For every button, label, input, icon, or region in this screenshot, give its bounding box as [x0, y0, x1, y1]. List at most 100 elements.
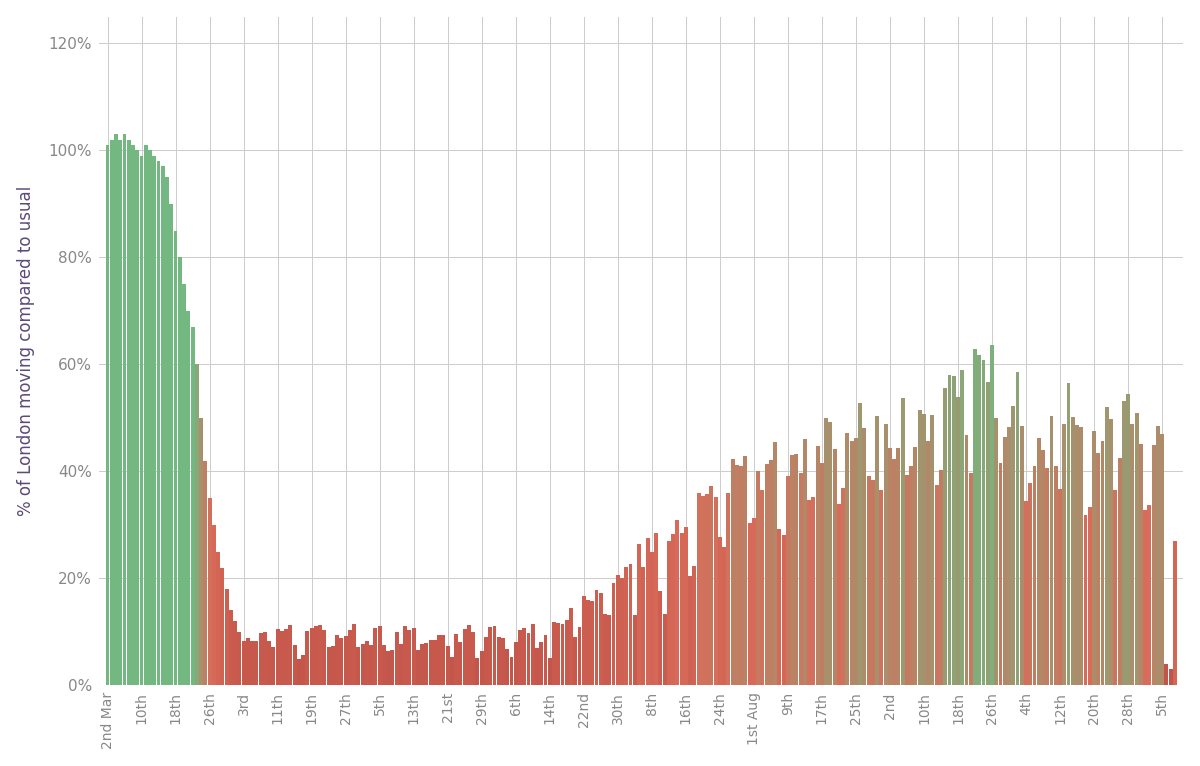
Bar	[734, 465, 739, 686]
Bar	[654, 532, 658, 686]
Bar	[820, 463, 824, 686]
Bar	[122, 134, 126, 686]
Bar	[985, 381, 990, 686]
Bar	[799, 473, 803, 686]
Bar	[769, 460, 773, 686]
Bar	[671, 534, 676, 686]
Bar	[208, 498, 211, 686]
Bar	[199, 417, 203, 686]
Bar	[510, 657, 514, 686]
Bar	[1058, 489, 1062, 686]
Bar	[152, 155, 156, 686]
Bar	[960, 369, 964, 686]
Bar	[136, 150, 139, 686]
Bar	[632, 615, 637, 686]
Bar	[194, 365, 199, 686]
Bar	[241, 641, 246, 686]
Bar	[871, 480, 875, 686]
Bar	[896, 448, 900, 686]
Bar	[560, 624, 564, 686]
Bar	[922, 414, 926, 686]
Bar	[901, 398, 905, 686]
Bar	[518, 630, 522, 686]
Bar	[425, 643, 428, 686]
Bar	[1062, 424, 1067, 686]
Bar	[650, 552, 654, 686]
Bar	[535, 647, 539, 686]
Bar	[314, 627, 318, 686]
Bar	[408, 630, 412, 686]
Bar	[186, 311, 191, 686]
Bar	[697, 493, 701, 686]
Bar	[748, 522, 751, 686]
Bar	[492, 626, 497, 686]
Bar	[139, 155, 144, 686]
Bar	[952, 376, 955, 686]
Bar	[875, 416, 880, 686]
Bar	[565, 620, 569, 686]
Bar	[679, 533, 684, 686]
Y-axis label: % of London moving compared to usual: % of London moving compared to usual	[17, 186, 35, 516]
Bar	[1007, 427, 1010, 686]
Bar	[637, 544, 641, 686]
Bar	[293, 645, 296, 686]
Bar	[1105, 408, 1109, 686]
Bar	[288, 624, 293, 686]
Bar	[714, 497, 718, 686]
Bar	[110, 139, 114, 686]
Bar	[599, 593, 602, 686]
Bar	[756, 471, 760, 686]
Bar	[398, 644, 403, 686]
Bar	[1109, 419, 1114, 686]
Bar	[582, 596, 586, 686]
Bar	[722, 548, 726, 686]
Bar	[880, 489, 883, 686]
Bar	[233, 621, 238, 686]
Bar	[662, 614, 666, 686]
Bar	[544, 634, 547, 686]
Bar	[990, 345, 994, 686]
Bar	[246, 638, 250, 686]
Bar	[1130, 424, 1134, 686]
Bar	[373, 628, 377, 686]
Bar	[412, 627, 415, 686]
Bar	[577, 627, 582, 686]
Bar	[858, 403, 862, 686]
Bar	[604, 614, 607, 686]
Bar	[1092, 431, 1096, 686]
Bar	[229, 611, 233, 686]
Bar	[505, 649, 509, 686]
Bar	[688, 576, 692, 686]
Bar	[238, 632, 241, 686]
Bar	[808, 500, 811, 686]
Bar	[254, 641, 258, 686]
Bar	[841, 488, 845, 686]
Bar	[203, 460, 208, 686]
Bar	[318, 624, 322, 686]
Bar	[965, 435, 968, 686]
Bar	[250, 641, 254, 686]
Bar	[574, 637, 577, 686]
Bar	[212, 525, 216, 686]
Bar	[463, 629, 467, 686]
Bar	[263, 633, 266, 686]
Bar	[646, 538, 649, 686]
Bar	[1050, 416, 1054, 686]
Bar	[764, 464, 768, 686]
Bar	[773, 442, 778, 686]
Bar	[854, 438, 858, 686]
Bar	[998, 463, 1002, 686]
Bar	[1114, 490, 1117, 686]
Bar	[148, 150, 152, 686]
Bar	[816, 446, 820, 686]
Bar	[323, 630, 326, 686]
Bar	[1135, 413, 1139, 686]
Bar	[995, 418, 998, 686]
Bar	[846, 434, 850, 686]
Bar	[119, 139, 122, 686]
Bar	[624, 567, 629, 686]
Bar	[370, 644, 373, 686]
Bar	[268, 640, 271, 686]
Bar	[1147, 505, 1151, 686]
Bar	[497, 637, 500, 686]
